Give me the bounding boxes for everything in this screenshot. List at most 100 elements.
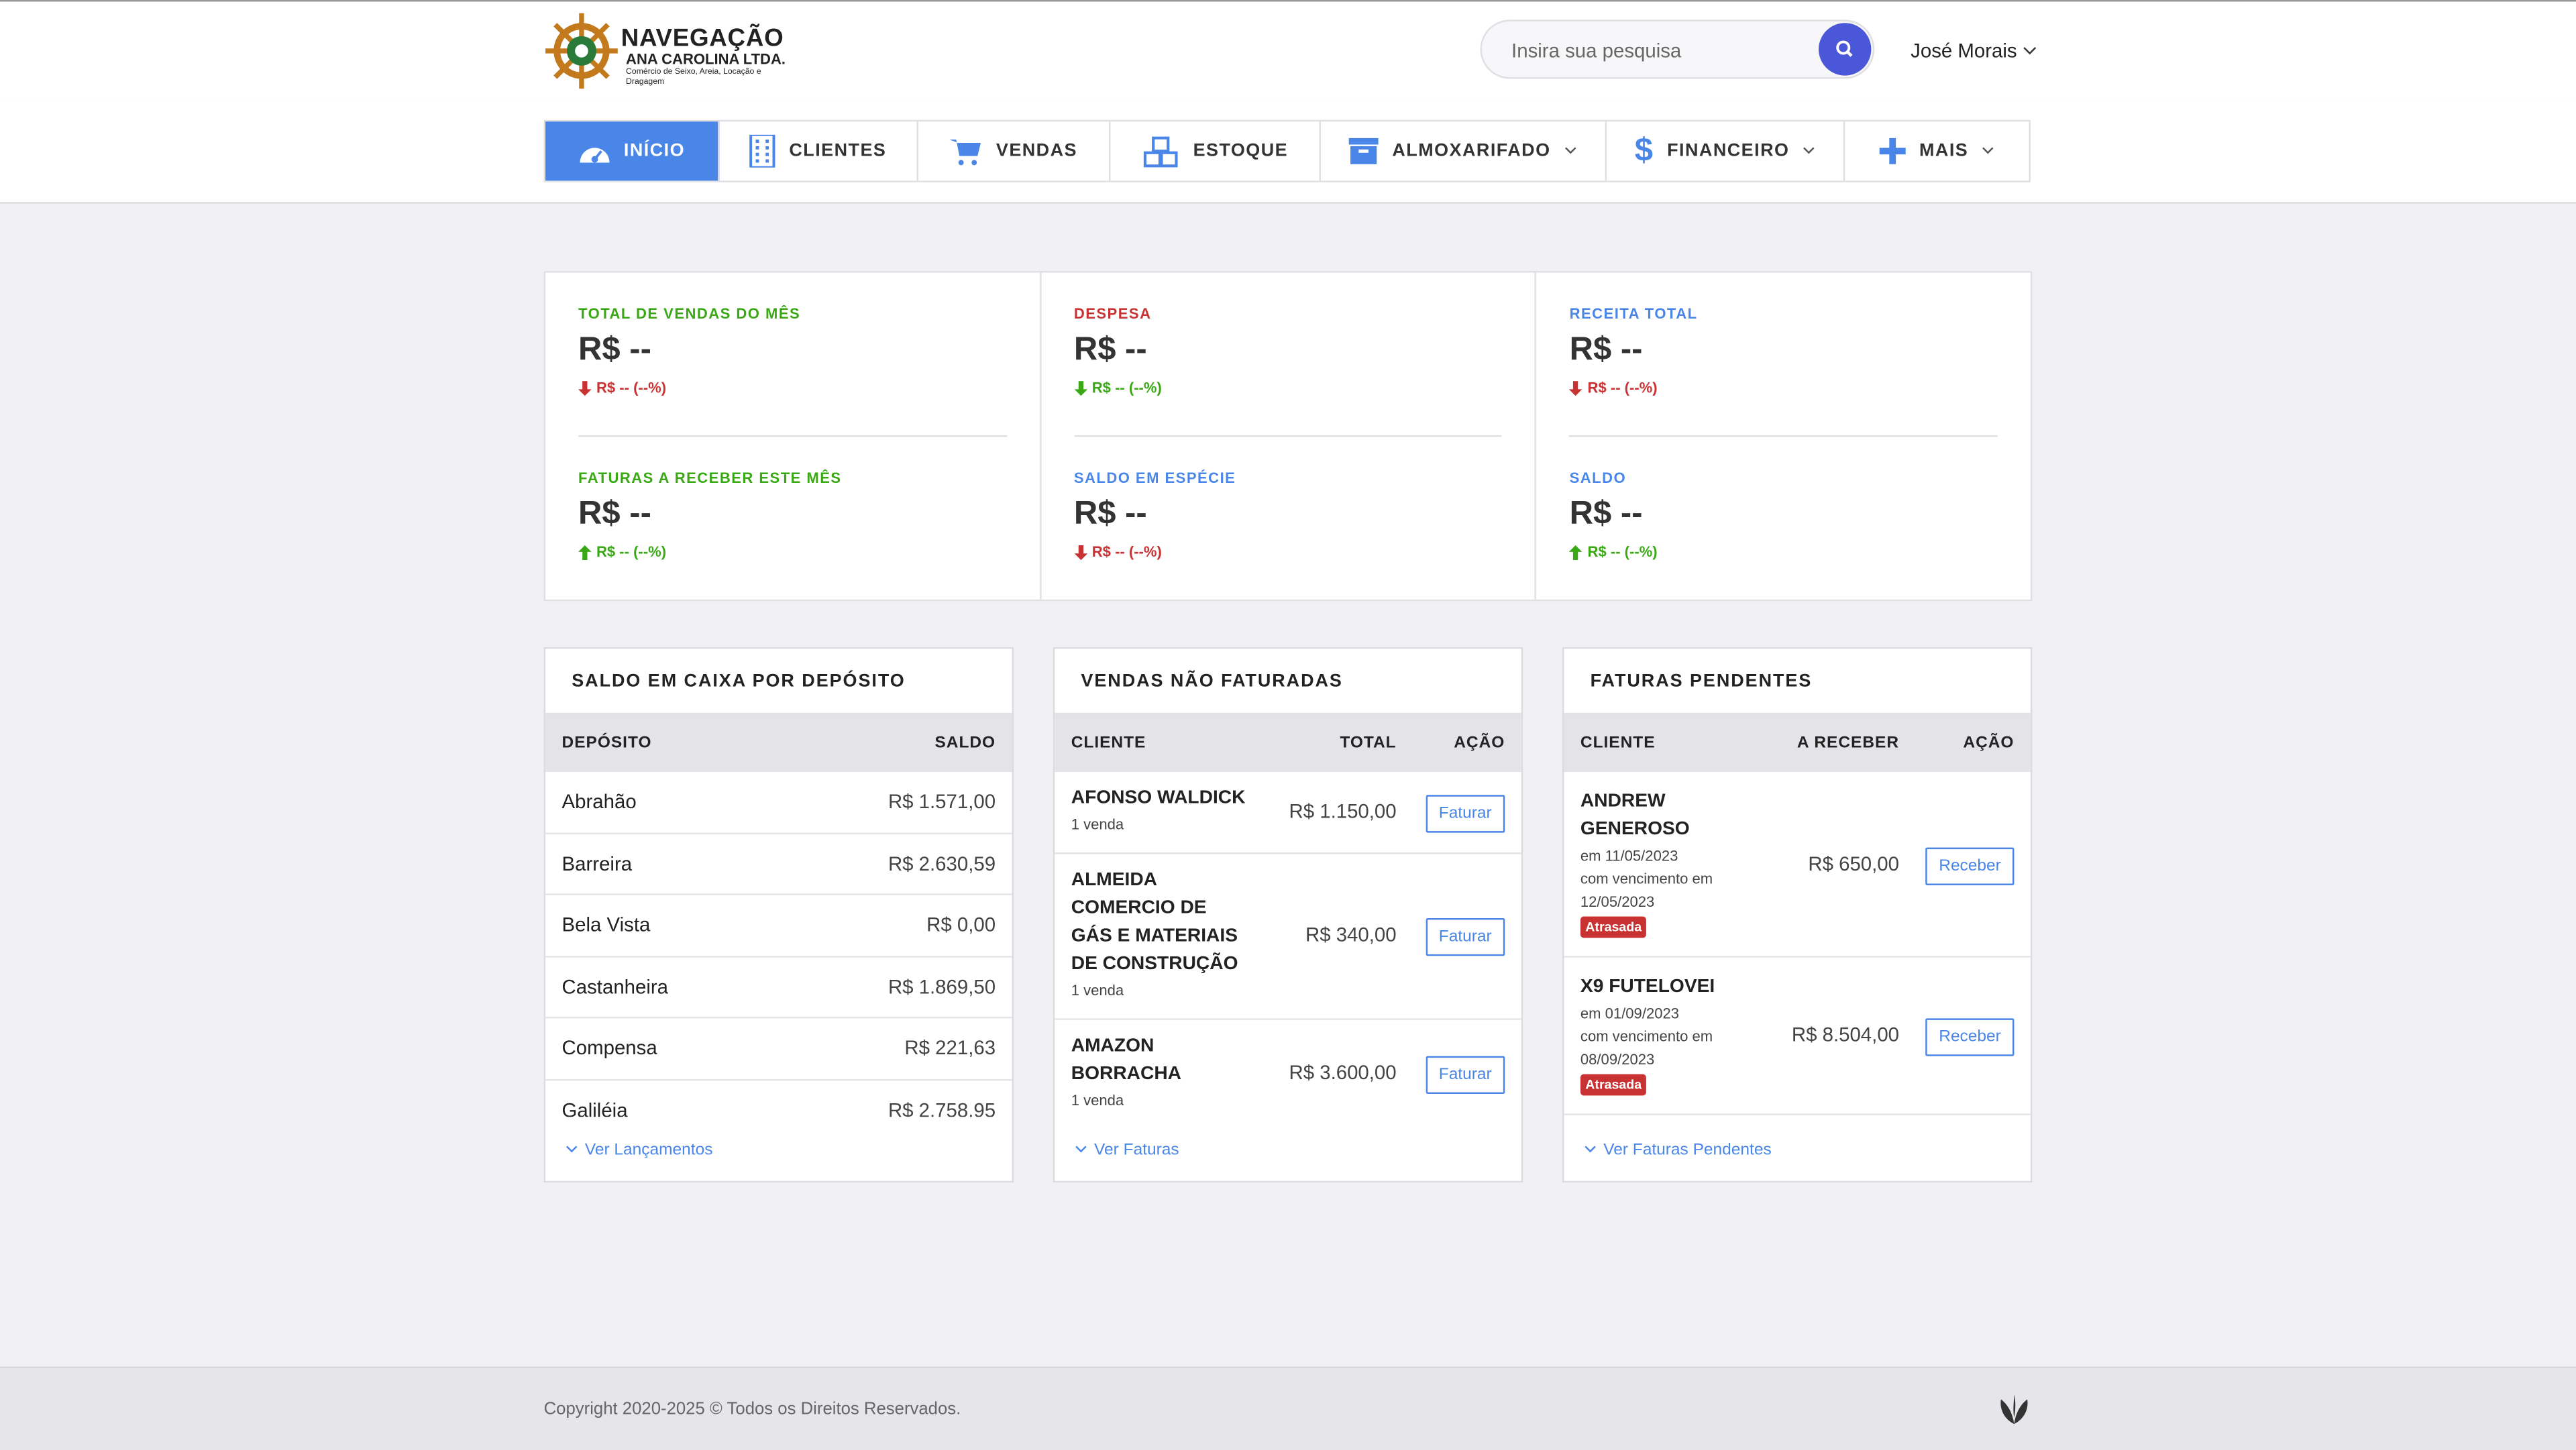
nav-item[interactable]: MAIS [1845, 121, 2029, 180]
action-button[interactable]: Faturar [1426, 794, 1505, 832]
stat-change-text: R$ -- (--%) [596, 379, 667, 396]
nav-label: CLIENTES [789, 141, 887, 162]
logo-tagline: Comércio de Seixo, Areia, Locação e Drag… [626, 67, 761, 87]
panel-link[interactable]: Ver Faturas Pendentes [1584, 1141, 1772, 1160]
action-cell: Faturar [1397, 917, 1505, 956]
client-cell: ALMEIDA COMERCIO DE GÁS E MATERIAIS DE C… [1071, 867, 1248, 1002]
nav-item[interactable]: VENDAS [919, 121, 1111, 181]
action-button[interactable]: Receber [1925, 1018, 2015, 1056]
stat-change-text: R$ -- (--%) [596, 543, 667, 561]
stat-change-text: R$ -- (--%) [1587, 379, 1658, 396]
invoice-due-label: com vencimento em [1580, 1028, 1713, 1045]
chevron [566, 1146, 578, 1153]
deposit-balance: R$ 221,63 [904, 1036, 996, 1060]
stat-value: R$ -- [1569, 331, 1643, 368]
icon [579, 148, 609, 163]
deposit-name: Bela Vista [561, 913, 651, 937]
link-text: Ver Faturas [1094, 1141, 1179, 1160]
search-button[interactable] [1819, 23, 1872, 76]
stat: TOTAL DE VENDAS DO MÊS R$ -- R$ -- (--%) [578, 273, 1006, 404]
table-body: AFONSO WALDICK 1 venda R$ 1.150,00 Faturar A… [1055, 772, 1521, 1117]
column-header: DEPÓSITO [561, 734, 652, 752]
client-note: 1 venda [1071, 982, 1124, 999]
icon [750, 134, 776, 168]
deposit-name: Abrahão [561, 790, 637, 814]
client-name: AMAZON BORRACHA [1071, 1036, 1182, 1084]
table-row: Barreira R$ 2.630,59 [545, 834, 1012, 895]
invoice-date: em 01/09/2023 [1580, 1005, 1679, 1022]
search-box[interactable]: Insira sua pesquisa [1480, 19, 1875, 79]
table-row: X9 FUTELOVEI em 01/09/2023 com vencimento … [1564, 958, 2031, 1115]
logo[interactable]: NAVEGAÇÃO ANA CAROLINA LTDA. Comércio de… [544, 10, 790, 92]
nav-menu: INÍCIO CLIENTES VENDAS ESTOQUE ALMOXARIFADO $… [543, 119, 2031, 182]
trend-arrow [1569, 380, 1583, 395]
logo-subtitle: ANA CAROLINA LTDA. [626, 50, 786, 68]
deposit-balance: R$ 1.571,00 [888, 790, 996, 814]
action-button[interactable]: Receber [1925, 846, 2015, 885]
action-button[interactable]: Faturar [1426, 1056, 1505, 1095]
nav-item[interactable]: ALMOXARIFADO [1322, 121, 1607, 181]
client-cell: AMAZON BORRACHA 1 venda [1071, 1033, 1248, 1112]
icon [1144, 135, 1179, 167]
stat: RECEITA TOTAL R$ -- R$ -- (--%) [1569, 273, 1998, 404]
nav-item[interactable]: ESTOQUE [1110, 121, 1322, 181]
icon [1880, 137, 1907, 164]
navbar: INÍCIO CLIENTES VENDAS ESTOQUE ALMOXARIFADO $… [0, 100, 2576, 204]
table-row: Castanheira R$ 1.869,50 [545, 957, 1012, 1019]
nav-label: FINANCEIRO [1667, 141, 1790, 162]
table-body: ANDREW GENEROSO em 11/05/2023 com vencimen… [1564, 772, 2031, 1117]
client-cell: ANDREW GENEROSO em 11/05/2023 com vencimen… [1580, 789, 1752, 938]
stat-value: R$ -- [1569, 496, 1643, 533]
client-name: X9 FUTELOVEI [1580, 977, 1715, 997]
action-button[interactable]: Faturar [1426, 917, 1505, 956]
search-placeholder: Insira sua pesquisa [1511, 39, 1682, 63]
trend-arrow [1569, 544, 1583, 559]
table-row: Galiléia R$ 2.758,95 [545, 1080, 1012, 1117]
stat: SALDO EM ESPÉCIE R$ -- R$ -- (--%) [1073, 437, 1502, 568]
panel-link[interactable]: Ver Lançamentos [565, 1141, 712, 1160]
nav-item[interactable]: CLIENTES [719, 121, 919, 181]
stat-change-text: R$ -- (--%) [1091, 543, 1162, 561]
invoice-due-date: 08/09/2023 [1580, 1051, 1655, 1068]
table-row: AMAZON BORRACHA 1 venda R$ 3.600,00 Faturar [1055, 1020, 1521, 1117]
stat-label: FATURAS A RECEBER ESTE MÊS [578, 469, 842, 486]
stat-change-text: R$ -- (--%) [1587, 543, 1658, 561]
link-text: Ver Lançamentos [584, 1141, 713, 1160]
header: NAVEGAÇÃO ANA CAROLINA LTDA. Comércio de… [0, 0, 2576, 102]
table-header: CLIENTE TOTAL AÇÃO [1055, 714, 1521, 773]
trend-arrow [1073, 544, 1087, 559]
table-row: AFONSO WALDICK 1 venda R$ 1.150,00 Faturar [1055, 772, 1521, 854]
deposit-name: Barreira [561, 852, 633, 875]
chevron [1075, 1146, 1087, 1153]
chevron [1803, 147, 1815, 154]
separator [1073, 435, 1503, 437]
nav-item[interactable]: INÍCIO [545, 121, 719, 181]
user-menu[interactable]: José Morais [1911, 40, 2037, 62]
stats-column: TOTAL DE VENDAS DO MÊS R$ -- R$ -- (--%) FA… [545, 272, 1041, 600]
deposit-balance: R$ 0,00 [926, 913, 996, 937]
deposit-name: Galiléia [561, 1098, 628, 1117]
client-cell: X9 FUTELOVEI em 01/09/2023 com vencimento … [1580, 974, 1752, 1096]
stats-card: TOTAL DE VENDAS DO MÊS R$ -- R$ -- (--%) FA… [543, 271, 2033, 602]
column-header: CLIENTE [1580, 734, 1656, 752]
table-header: DEPÓSITO SALDO [545, 714, 1012, 773]
panel-link[interactable]: Ver Faturas [1075, 1141, 1179, 1160]
column-header: SALDO [934, 734, 996, 752]
action-cell: Faturar [1397, 1056, 1505, 1095]
invoice-amount: R$ 8.504,00 [1791, 1023, 1900, 1047]
panel-title: FATURAS PENDENTES [1564, 649, 2031, 715]
nav-item[interactable]: $ FINANCEIRO [1607, 121, 1846, 181]
nav-label: VENDAS [996, 141, 1077, 162]
action-cell: Receber [1899, 1018, 2015, 1056]
stat-value: R$ -- [1073, 496, 1147, 533]
footer: Copyright 2020-2025 © Todos os Direitos … [0, 1366, 2576, 1450]
stat-label: RECEITA TOTAL [1569, 305, 1698, 323]
client-name: AFONSO WALDICK [1071, 788, 1246, 808]
chevron [2023, 47, 2037, 55]
stat-change: R$ -- (--%) [1569, 379, 1658, 396]
stat-label: DESPESA [1073, 305, 1152, 323]
status-badge: Atrasada [1580, 1074, 1647, 1096]
chevron [1585, 1146, 1596, 1153]
client-name: ANDREW GENEROSO [1580, 791, 1690, 840]
